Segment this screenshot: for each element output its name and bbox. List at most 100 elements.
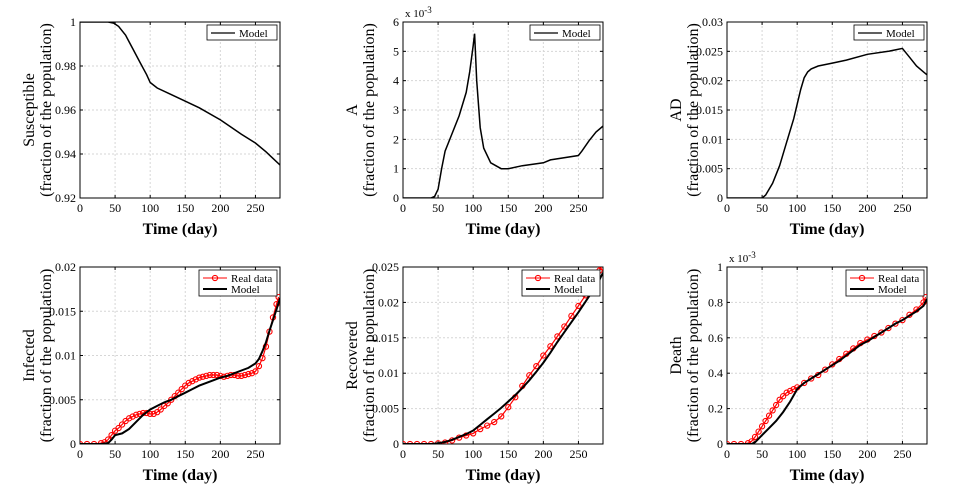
y-tick-label: 0.005 bbox=[372, 402, 399, 416]
legend: Model bbox=[206, 24, 278, 41]
data-point-real-data bbox=[822, 366, 829, 373]
legend-label-model: Model bbox=[562, 28, 591, 40]
y-tick-label: 0.4 bbox=[708, 366, 723, 380]
data-point-real-data bbox=[758, 423, 766, 430]
chart-panel-6: 0 50 100 150 200 250 0 0.2 0.4 0.6 0.8 1 x 10-3 Time … bbox=[668, 250, 928, 484]
x-tick-label: 100 bbox=[141, 201, 159, 215]
data-point-real-data bbox=[533, 362, 540, 370]
y-tick-label: 0.01 bbox=[378, 366, 399, 380]
data-point-real-data bbox=[213, 371, 220, 379]
y-tick-label: 0.01 bbox=[55, 349, 76, 363]
x-tick-label: 50 bbox=[109, 447, 121, 461]
y-tick-label: 0 bbox=[717, 191, 723, 205]
legend-label-model: Model bbox=[239, 28, 268, 40]
y-axis-label-secondary: (fraction of the population) bbox=[361, 23, 378, 197]
data-point-real-data bbox=[892, 320, 899, 327]
x-axis-label: Time (day) bbox=[790, 467, 865, 484]
x-tick-label: 50 bbox=[756, 201, 768, 215]
chart-panel-3: 0 50 100 150 200 250 0 0.005 0.01 0.015 0.02 0.025 0… bbox=[668, 15, 928, 238]
series-group bbox=[403, 267, 603, 444]
data-point-real-data bbox=[118, 421, 126, 428]
data-point-real-data bbox=[561, 323, 568, 330]
y-axis-label-secondary: (fraction of the population) bbox=[361, 269, 378, 443]
data-point-real-data bbox=[189, 378, 196, 385]
series-group bbox=[727, 47, 927, 198]
y-tick-label: 1 bbox=[393, 162, 399, 176]
y-axis-label: Susceptible bbox=[21, 73, 38, 147]
y-tick-label: 0.96 bbox=[55, 103, 76, 117]
y-tick-label: 0 bbox=[393, 437, 399, 451]
x-tick-label: 200 bbox=[211, 201, 229, 215]
series-line-model bbox=[403, 272, 603, 444]
y-tick-label: 0.8 bbox=[708, 295, 723, 309]
series-line-model bbox=[727, 298, 927, 444]
data-point-real-data bbox=[132, 411, 140, 418]
plot-area bbox=[727, 267, 927, 444]
x-tick-label: 50 bbox=[432, 201, 444, 215]
legend-box bbox=[521, 269, 601, 297]
y-exponent-label: x 10-3 bbox=[729, 250, 756, 265]
data-point-real-data bbox=[196, 374, 203, 381]
y-tick-label: 0.025 bbox=[696, 44, 723, 58]
x-axis-label: Time (day) bbox=[466, 467, 541, 484]
axes-frame bbox=[726, 266, 928, 445]
x-tick-label: 150 bbox=[499, 201, 517, 215]
series-line-real-data bbox=[80, 296, 280, 444]
x-tick-label: 150 bbox=[176, 447, 194, 461]
x-tick-label: 50 bbox=[432, 447, 444, 461]
data-point-real-data bbox=[206, 371, 213, 379]
data-point-real-data bbox=[185, 379, 192, 387]
x-axis-label: Time (day) bbox=[143, 467, 218, 484]
y-tick-label: 0.015 bbox=[696, 103, 723, 117]
x-axis-label: Time (day) bbox=[143, 221, 218, 238]
data-point-real-data bbox=[150, 410, 157, 418]
series-group bbox=[403, 33, 603, 198]
x-tick-label: 0 bbox=[724, 201, 730, 215]
data-point-real-data bbox=[554, 333, 561, 340]
y-axis-label: Recovered bbox=[344, 321, 361, 389]
data-point-real-data bbox=[199, 373, 206, 380]
x-tick-label: 0 bbox=[400, 447, 406, 461]
series-line-model bbox=[80, 297, 280, 444]
series-group bbox=[80, 293, 280, 444]
y-exponent-power: -3 bbox=[748, 250, 756, 260]
legend: Model bbox=[853, 24, 925, 41]
data-point-real-data bbox=[575, 302, 582, 310]
data-point-real-data bbox=[779, 393, 787, 400]
y-tick-label: 0.02 bbox=[55, 260, 76, 274]
chart-panel-2: 0 50 100 150 200 250 0 1 2 3 4 5 6 x 10-3 Time (day) A(… bbox=[344, 5, 604, 238]
x-axis-label: Time (day) bbox=[790, 221, 865, 238]
x-tick-label: 100 bbox=[788, 447, 806, 461]
legend-label-model: Model bbox=[886, 28, 915, 40]
legend-box bbox=[198, 269, 278, 297]
legend-marker-real-data bbox=[211, 274, 219, 282]
data-point-real-data bbox=[568, 312, 575, 320]
x-tick-label: 250 bbox=[893, 447, 911, 461]
y-axis-label: Infected bbox=[21, 329, 38, 381]
x-tick-label: 0 bbox=[400, 201, 406, 215]
y-tick-label: 0.02 bbox=[378, 295, 399, 309]
y-exponent-label: x 10-3 bbox=[405, 5, 432, 20]
x-tick-label: 250 bbox=[246, 447, 264, 461]
x-tick-label: 100 bbox=[788, 201, 806, 215]
data-point-real-data bbox=[115, 424, 122, 432]
data-point-real-data bbox=[878, 329, 885, 336]
data-point-real-data bbox=[192, 376, 199, 383]
x-tick-label: 0 bbox=[724, 447, 730, 461]
y-tick-label: 0.6 bbox=[708, 331, 723, 345]
y-tick-label: 0.98 bbox=[55, 59, 76, 73]
series-line-model bbox=[80, 22, 280, 166]
y-tick-label: 0.2 bbox=[708, 402, 723, 416]
data-point-real-data bbox=[125, 415, 133, 422]
data-point-real-data bbox=[498, 413, 505, 420]
data-point-real-data bbox=[598, 267, 603, 271]
data-point-real-data bbox=[783, 389, 790, 396]
data-point-real-data bbox=[203, 372, 210, 380]
x-tick-label: 150 bbox=[823, 447, 841, 461]
y-tick-label: 2 bbox=[393, 132, 399, 146]
data-point-real-data bbox=[248, 370, 256, 377]
data-point-real-data bbox=[776, 396, 783, 403]
